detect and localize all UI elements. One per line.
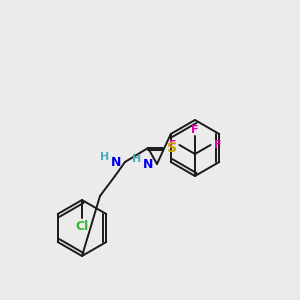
Text: F: F	[214, 140, 221, 150]
Text: F: F	[169, 140, 176, 150]
Text: F: F	[191, 125, 199, 135]
Text: S: S	[167, 141, 177, 155]
Text: H: H	[100, 152, 109, 162]
Text: N: N	[143, 158, 153, 170]
Text: N: N	[111, 155, 121, 169]
Text: H: H	[132, 154, 142, 164]
Text: Cl: Cl	[75, 220, 88, 232]
